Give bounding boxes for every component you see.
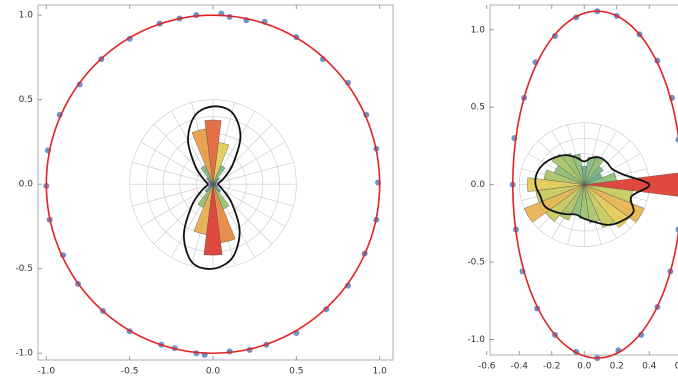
polar-grid-spoke — [132, 183, 214, 207]
polar-grid-spoke — [153, 183, 214, 245]
y-tick-label: 0.0 — [471, 180, 486, 190]
x-tick-label: 0.4 — [642, 362, 657, 372]
polar-grid-spoke — [212, 162, 294, 185]
fit-curve — [45, 14, 381, 355]
rose-wedge — [200, 165, 214, 185]
rose-wedge — [208, 180, 214, 185]
y-tick-label: 0.5 — [19, 95, 33, 105]
x-tick-label: 0.6 — [675, 362, 678, 372]
y-tick-label: -1.0 — [467, 335, 485, 345]
rose-wedge — [203, 184, 223, 256]
rose-wedge — [584, 184, 645, 223]
rose-wedge — [204, 119, 222, 185]
rose-wedge — [212, 184, 222, 193]
polar-grid-spoke — [212, 183, 294, 207]
scatter-point — [675, 136, 678, 143]
x-tick-label: 0.0 — [577, 362, 592, 372]
rose-wedge — [212, 184, 236, 244]
rose-wedge — [206, 177, 214, 185]
rose-wedge — [191, 128, 214, 185]
y-tick-label: 0.5 — [471, 103, 485, 113]
rose-wedge — [523, 184, 585, 223]
x-tick-label: -1.0 — [38, 367, 56, 377]
x-tick-label: 0.5 — [289, 367, 303, 377]
rose-wedge — [212, 184, 218, 188]
polar-grid-spoke — [132, 162, 214, 185]
x-tick-label: -0.4 — [510, 362, 528, 372]
x-tick-label: 1.0 — [373, 367, 388, 377]
x-tick-label: 0.2 — [610, 362, 624, 372]
y-tick-label: 0.0 — [19, 180, 34, 190]
plot-frame — [37, 4, 394, 361]
density-curve — [534, 154, 651, 226]
y-tick-label: -0.5 — [15, 264, 33, 274]
x-tick-label: -0.5 — [121, 367, 139, 377]
rose-wedge — [584, 172, 617, 185]
rose-wedge — [527, 177, 585, 192]
y-tick-label: 1.0 — [471, 25, 486, 35]
y-tick-label: -0.5 — [467, 258, 485, 268]
density-curve — [182, 105, 242, 270]
x-tick-label: -0.6 — [478, 362, 496, 372]
scatter-point — [675, 226, 678, 233]
plot-frame — [489, 4, 678, 356]
fit-curve — [511, 10, 678, 359]
y-tick-label: -1.0 — [15, 349, 33, 359]
scatter-point — [638, 331, 645, 338]
x-tick-label: 0.0 — [206, 367, 221, 377]
polar-grid-spoke — [212, 124, 273, 185]
polar-grid-spoke — [153, 124, 214, 185]
rose-wedge — [212, 184, 230, 210]
y-tick-label: 1.0 — [19, 11, 34, 21]
rose-wedge — [559, 184, 585, 221]
polar-grid-spoke — [212, 183, 273, 245]
x-tick-label: -0.2 — [543, 362, 561, 372]
rose-wedge — [212, 183, 217, 186]
